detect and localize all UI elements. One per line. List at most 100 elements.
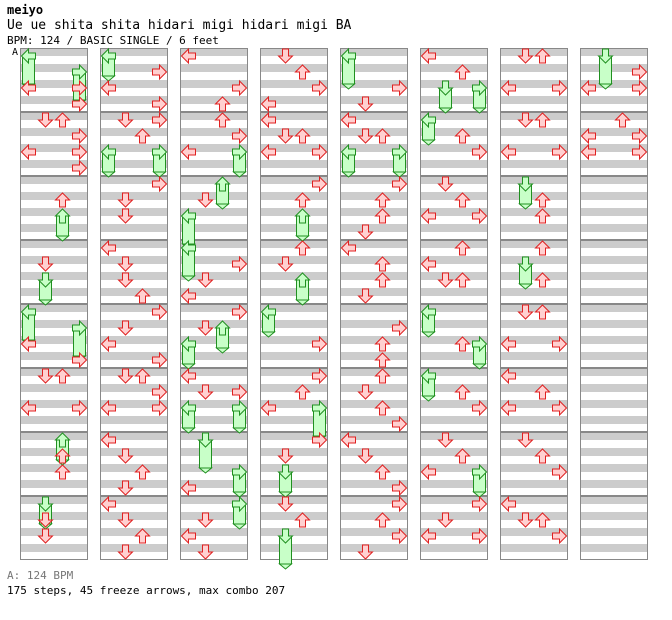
right-arrow-icon [152,95,168,113]
down-arrow-icon [277,464,294,480]
up-arrow-icon [534,112,551,128]
down-arrow-icon [197,192,214,208]
right-arrow-icon [632,127,648,145]
beat-stripe [340,480,408,488]
measure [580,48,648,112]
tap-arrow-left [180,479,196,497]
beat-stripe [340,80,408,88]
up-arrow-icon [54,208,71,224]
beat-stripe [420,352,488,360]
tap-arrow-down [37,256,54,272]
tap-arrow-up [454,272,471,288]
right-arrow-icon [552,143,568,161]
tap-arrow-down [517,512,534,528]
tap-arrow-right [472,495,488,513]
tap-arrow-down [437,432,454,448]
beat-stripe [100,288,168,296]
up-arrow-icon [454,384,471,400]
tap-arrow-up [454,336,471,352]
tap-arrow-right [632,143,648,161]
beat-stripe [500,512,568,520]
tap-arrow-up [454,384,471,400]
beat-stripe [20,512,88,520]
down-arrow-icon [117,368,134,384]
freeze-arrow-down [597,48,614,90]
beat-stripe [100,240,168,248]
tap-arrow-up [374,272,391,288]
right-arrow-icon [392,319,408,337]
left-arrow-icon [500,335,516,353]
down-arrow-icon [357,128,374,144]
beat-stripe [420,144,488,152]
down-arrow-icon [357,96,374,112]
measure [260,432,328,496]
beat-stripe [420,464,488,472]
down-arrow-icon [117,480,134,496]
beat-stripe [100,480,168,488]
beat-stripe [420,304,488,312]
down-arrow-icon [117,256,134,272]
left-arrow-icon [420,463,436,481]
tap-arrow-up [54,112,71,128]
beat-stripe [20,544,88,552]
up-arrow-icon [54,192,71,208]
left-arrow-icon [580,127,596,145]
tap-arrow-left [580,143,596,161]
beat-stripe [260,304,328,312]
right-arrow-icon [312,143,328,161]
down-arrow-icon [517,304,534,320]
down-arrow-icon [277,448,294,464]
tap-arrow-left [340,431,356,449]
down-arrow-icon [37,368,54,384]
measure [20,368,88,432]
up-arrow-icon [214,112,231,128]
up-arrow-icon [454,64,471,80]
beat-stripe [100,352,168,360]
beat-stripe [580,64,648,72]
left-arrow-icon [100,335,116,353]
up-arrow-icon [534,208,551,224]
right-arrow-icon [392,495,408,513]
beat-stripe [180,448,248,456]
tap-arrow-up [454,192,471,208]
tap-arrow-right [312,335,328,353]
freeze-arrow-down [437,80,454,114]
tap-arrow-up [294,128,311,144]
down-arrow-icon [357,384,374,400]
beat-stripe [500,128,568,136]
tap-arrow-left [420,207,436,225]
beat-stripe [340,128,408,136]
left-arrow-icon [180,335,196,353]
tap-arrow-left [500,495,516,513]
beat-stripe [260,176,328,184]
beat-stripe [500,112,568,120]
left-arrow-icon [340,143,356,161]
right-arrow-icon [72,159,88,177]
beat-stripe [580,192,648,200]
right-arrow-icon [232,463,248,481]
right-arrow-icon [472,463,488,481]
chart-column [20,48,88,560]
tap-arrow-left [420,47,436,65]
beat-stripe [260,288,328,296]
chart-stats: 175 steps, 45 freeze arrows, max combo 2… [7,584,286,597]
beat-stripe [180,480,248,488]
song-title: Ue ue shita shita hidari migi hidari mig… [7,18,352,33]
tap-arrow-up [294,192,311,208]
beat-stripe [260,272,328,280]
beat-stripe [100,80,168,88]
beat-stripe [100,320,168,328]
tap-arrow-up [294,64,311,80]
beat-stripe [500,288,568,296]
up-arrow-icon [374,128,391,144]
up-arrow-icon [534,384,551,400]
tap-arrow-left [500,367,516,385]
down-arrow-icon [37,528,54,544]
beat-stripe [580,320,648,328]
tap-arrow-right [392,79,408,97]
up-arrow-icon [534,448,551,464]
right-arrow-icon [152,303,168,321]
freeze-arrow-up [294,272,311,306]
left-arrow-icon [420,367,436,385]
tap-arrow-up [374,128,391,144]
